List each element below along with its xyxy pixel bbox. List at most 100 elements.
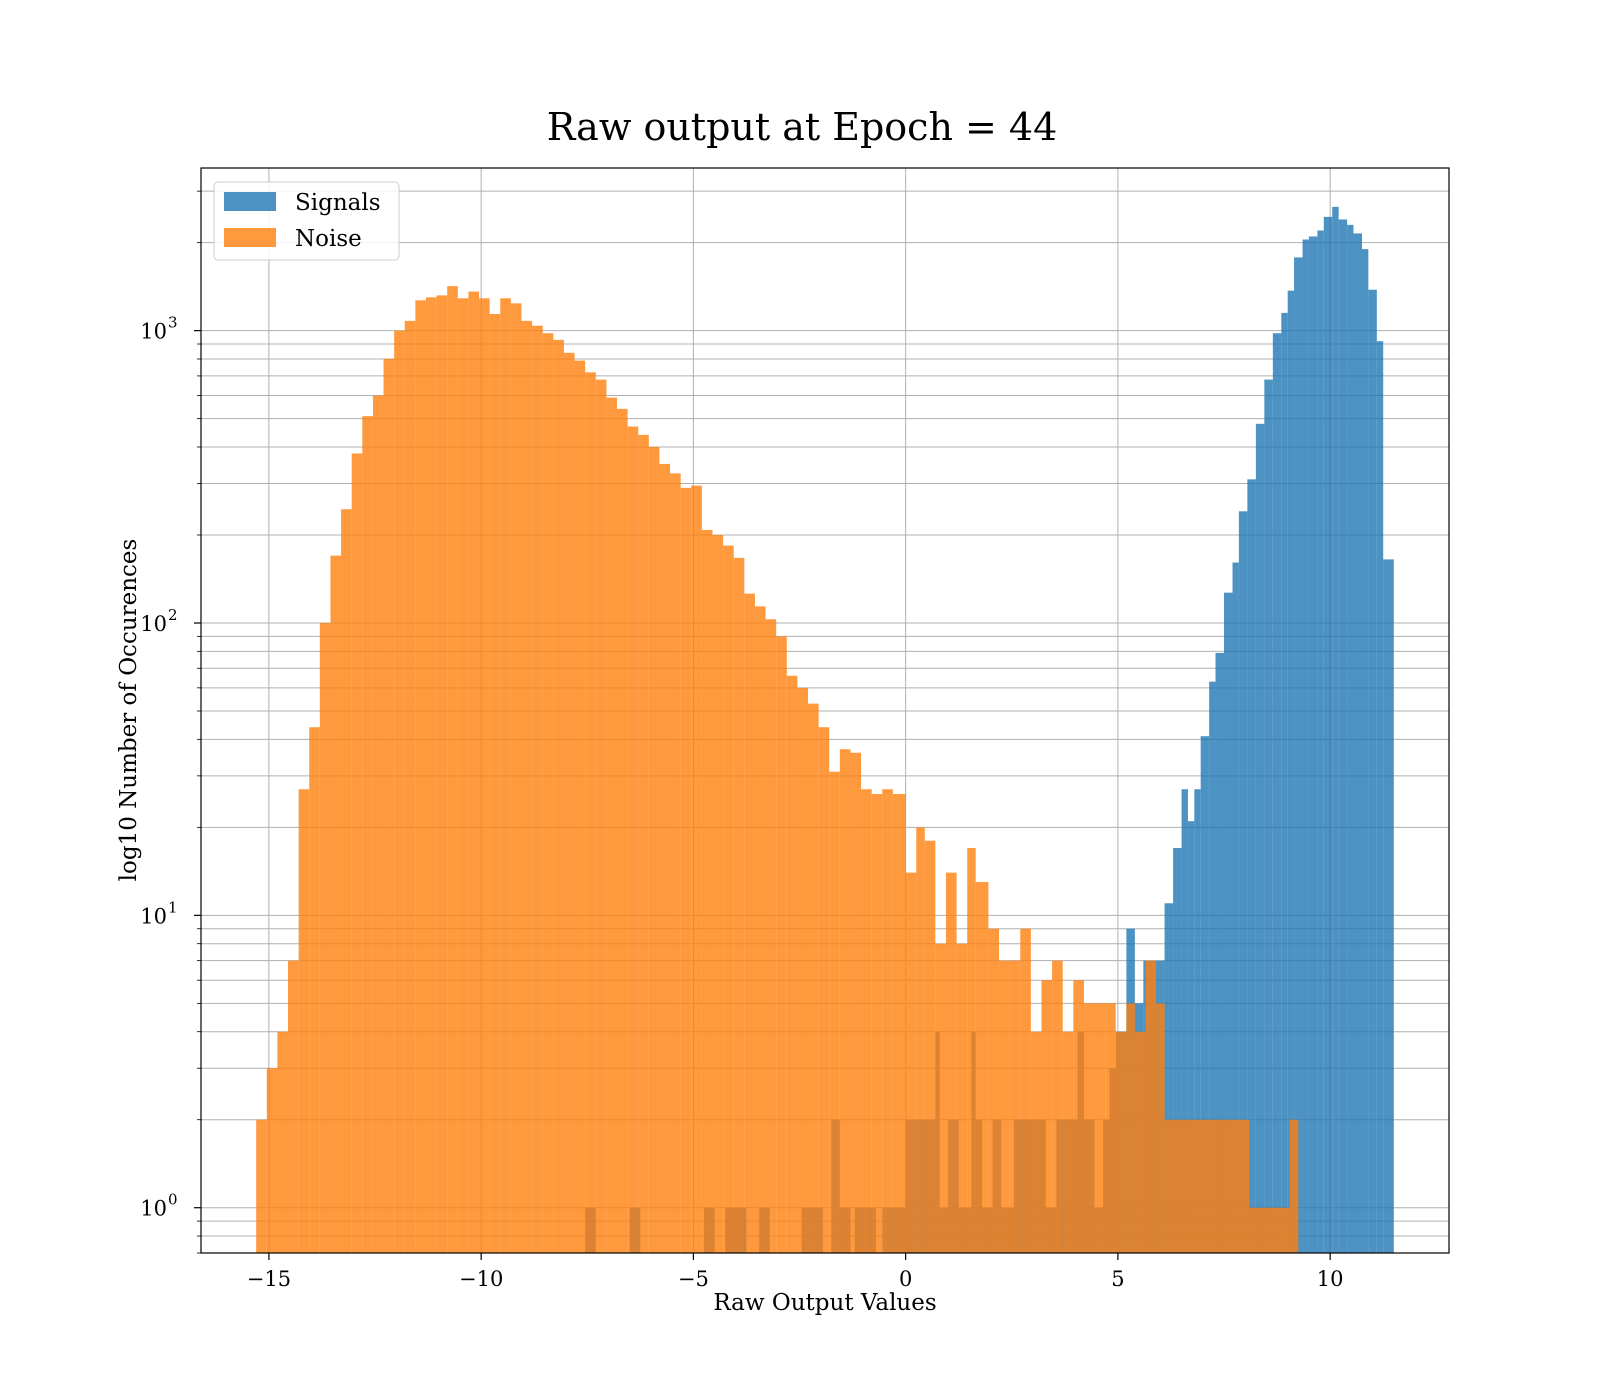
y-tick-exponent-3: 3 (168, 314, 178, 332)
noise-bar-0 (256, 1120, 267, 1258)
noise-bar-18 (447, 286, 458, 1258)
y-tick-label-2: 10 (140, 612, 167, 636)
noise-bar-43 (713, 535, 724, 1258)
noise-bar-39 (670, 473, 681, 1258)
signals-bar-57 (1273, 333, 1281, 1258)
noise-bar-64 (925, 841, 936, 1258)
signals-bar-64 (1324, 217, 1332, 1258)
noise-bar-49 (776, 636, 787, 1258)
chart-title: Raw output at Epoch = 44 (547, 105, 1058, 149)
noise-bar-25 (521, 321, 532, 1258)
noise-bar-30 (575, 361, 586, 1258)
noise-bar-40 (681, 488, 692, 1258)
noise-bar-45 (734, 558, 745, 1258)
signals-bar-71 (1377, 341, 1383, 1258)
signals-bar-66 (1339, 219, 1347, 1258)
noise-bar-6 (320, 623, 331, 1258)
noise-bar-48 (766, 619, 777, 1258)
noise-bar-69 (976, 882, 989, 1258)
x-axis-label: Raw Output Values (713, 1290, 936, 1316)
noise-bar-72 (1010, 961, 1021, 1258)
noise-bar-28 (553, 340, 564, 1258)
noise-bar-31 (585, 372, 596, 1258)
noise-bar-56 (850, 753, 861, 1258)
signals-bar-72 (1383, 559, 1394, 1258)
noise-bar-24 (511, 303, 522, 1258)
noise-bar-71 (999, 961, 1010, 1258)
noise-bar-75 (1041, 980, 1052, 1258)
noise-bar-61 (904, 794, 906, 1258)
y-tick-exponent-1: 1 (168, 898, 178, 916)
x-tick-label-1: −10 (459, 1267, 503, 1291)
noise-bar-38 (659, 464, 670, 1258)
noise-bar-5 (309, 727, 320, 1258)
noise-bar-80 (1095, 1003, 1106, 1258)
noise-bar-14 (405, 321, 416, 1258)
noise-bar-68 (967, 848, 975, 1258)
noise-bar-86 (1156, 1003, 1164, 1258)
noise-bar-58 (872, 794, 883, 1258)
noise-bar-52 (808, 704, 819, 1258)
signals-bar-58 (1281, 313, 1287, 1258)
noise-bar-60 (893, 794, 904, 1258)
noise-bar-67 (957, 944, 968, 1258)
noise-bar-15 (415, 300, 426, 1258)
noise-bar-8 (341, 509, 352, 1258)
signals-bar-60 (1294, 257, 1302, 1258)
noise-bar-37 (649, 447, 660, 1258)
signals-bar-63 (1317, 231, 1323, 1258)
noise-bar-35 (628, 427, 639, 1258)
noise-bar-83 (1126, 1003, 1134, 1258)
noise-bar-62 (906, 873, 917, 1258)
y-tick-label-1: 10 (140, 904, 167, 928)
x-tick-label-3: 0 (899, 1267, 912, 1291)
noise-bar-12 (384, 359, 395, 1258)
noise-bar-21 (479, 298, 490, 1258)
noise-bar-7 (330, 556, 341, 1258)
noise-bar-20 (468, 292, 479, 1258)
x-tick-label-5: 10 (1317, 1267, 1344, 1291)
signals-bar-67 (1347, 225, 1353, 1258)
noise-bar-91 (1281, 1208, 1289, 1258)
noise-bar-44 (723, 546, 734, 1258)
signals-bar-61 (1303, 239, 1309, 1258)
noise-bar-81 (1105, 1003, 1116, 1258)
noise-bar-2 (277, 1032, 288, 1258)
noise-bar-74 (1031, 1032, 1042, 1258)
noise-bar-23 (500, 298, 511, 1258)
noise-bar-46 (744, 594, 755, 1258)
x-tick-label-2: −5 (678, 1267, 709, 1291)
noise-bar-70 (988, 929, 999, 1258)
noise-bar-79 (1084, 1003, 1095, 1258)
signals-bar-56 (1264, 380, 1272, 1258)
noise-bar-90 (1269, 1208, 1282, 1258)
signals-bar-62 (1309, 236, 1317, 1258)
y-tick-exponent-2: 2 (168, 606, 178, 624)
noise-bar-33 (606, 398, 617, 1258)
y-axis-label: log10 Number of Occurences (116, 539, 142, 882)
noise-bar-32 (596, 380, 607, 1258)
noise-bar-85 (1145, 961, 1156, 1258)
y-tick-label-3: 10 (140, 320, 167, 344)
noise-bar-88 (1249, 1208, 1255, 1258)
signals-bar-70 (1368, 290, 1376, 1258)
noise-bar-87 (1165, 1120, 1250, 1258)
noise-bar-51 (797, 688, 808, 1258)
noise-bar-47 (755, 606, 766, 1258)
x-tick-label-0: −15 (247, 1267, 291, 1291)
noise-bar-42 (702, 530, 713, 1258)
signals-bar-65 (1332, 207, 1338, 1258)
noise-bar-73 (1020, 929, 1031, 1258)
noise-bar-84 (1135, 1032, 1146, 1258)
noise-bar-16 (426, 297, 437, 1258)
x-tick-label-4: 5 (1111, 1267, 1124, 1291)
y-tick-exponent-0: 0 (168, 1191, 178, 1209)
noise-bar-34 (617, 409, 628, 1258)
noise-bar-63 (916, 827, 924, 1258)
legend-swatch-signals (224, 192, 276, 211)
noise-bar-41 (691, 486, 702, 1258)
noise-bar-89 (1256, 1208, 1269, 1258)
signals-bar-59 (1288, 291, 1294, 1258)
noise-bar-19 (458, 298, 469, 1258)
